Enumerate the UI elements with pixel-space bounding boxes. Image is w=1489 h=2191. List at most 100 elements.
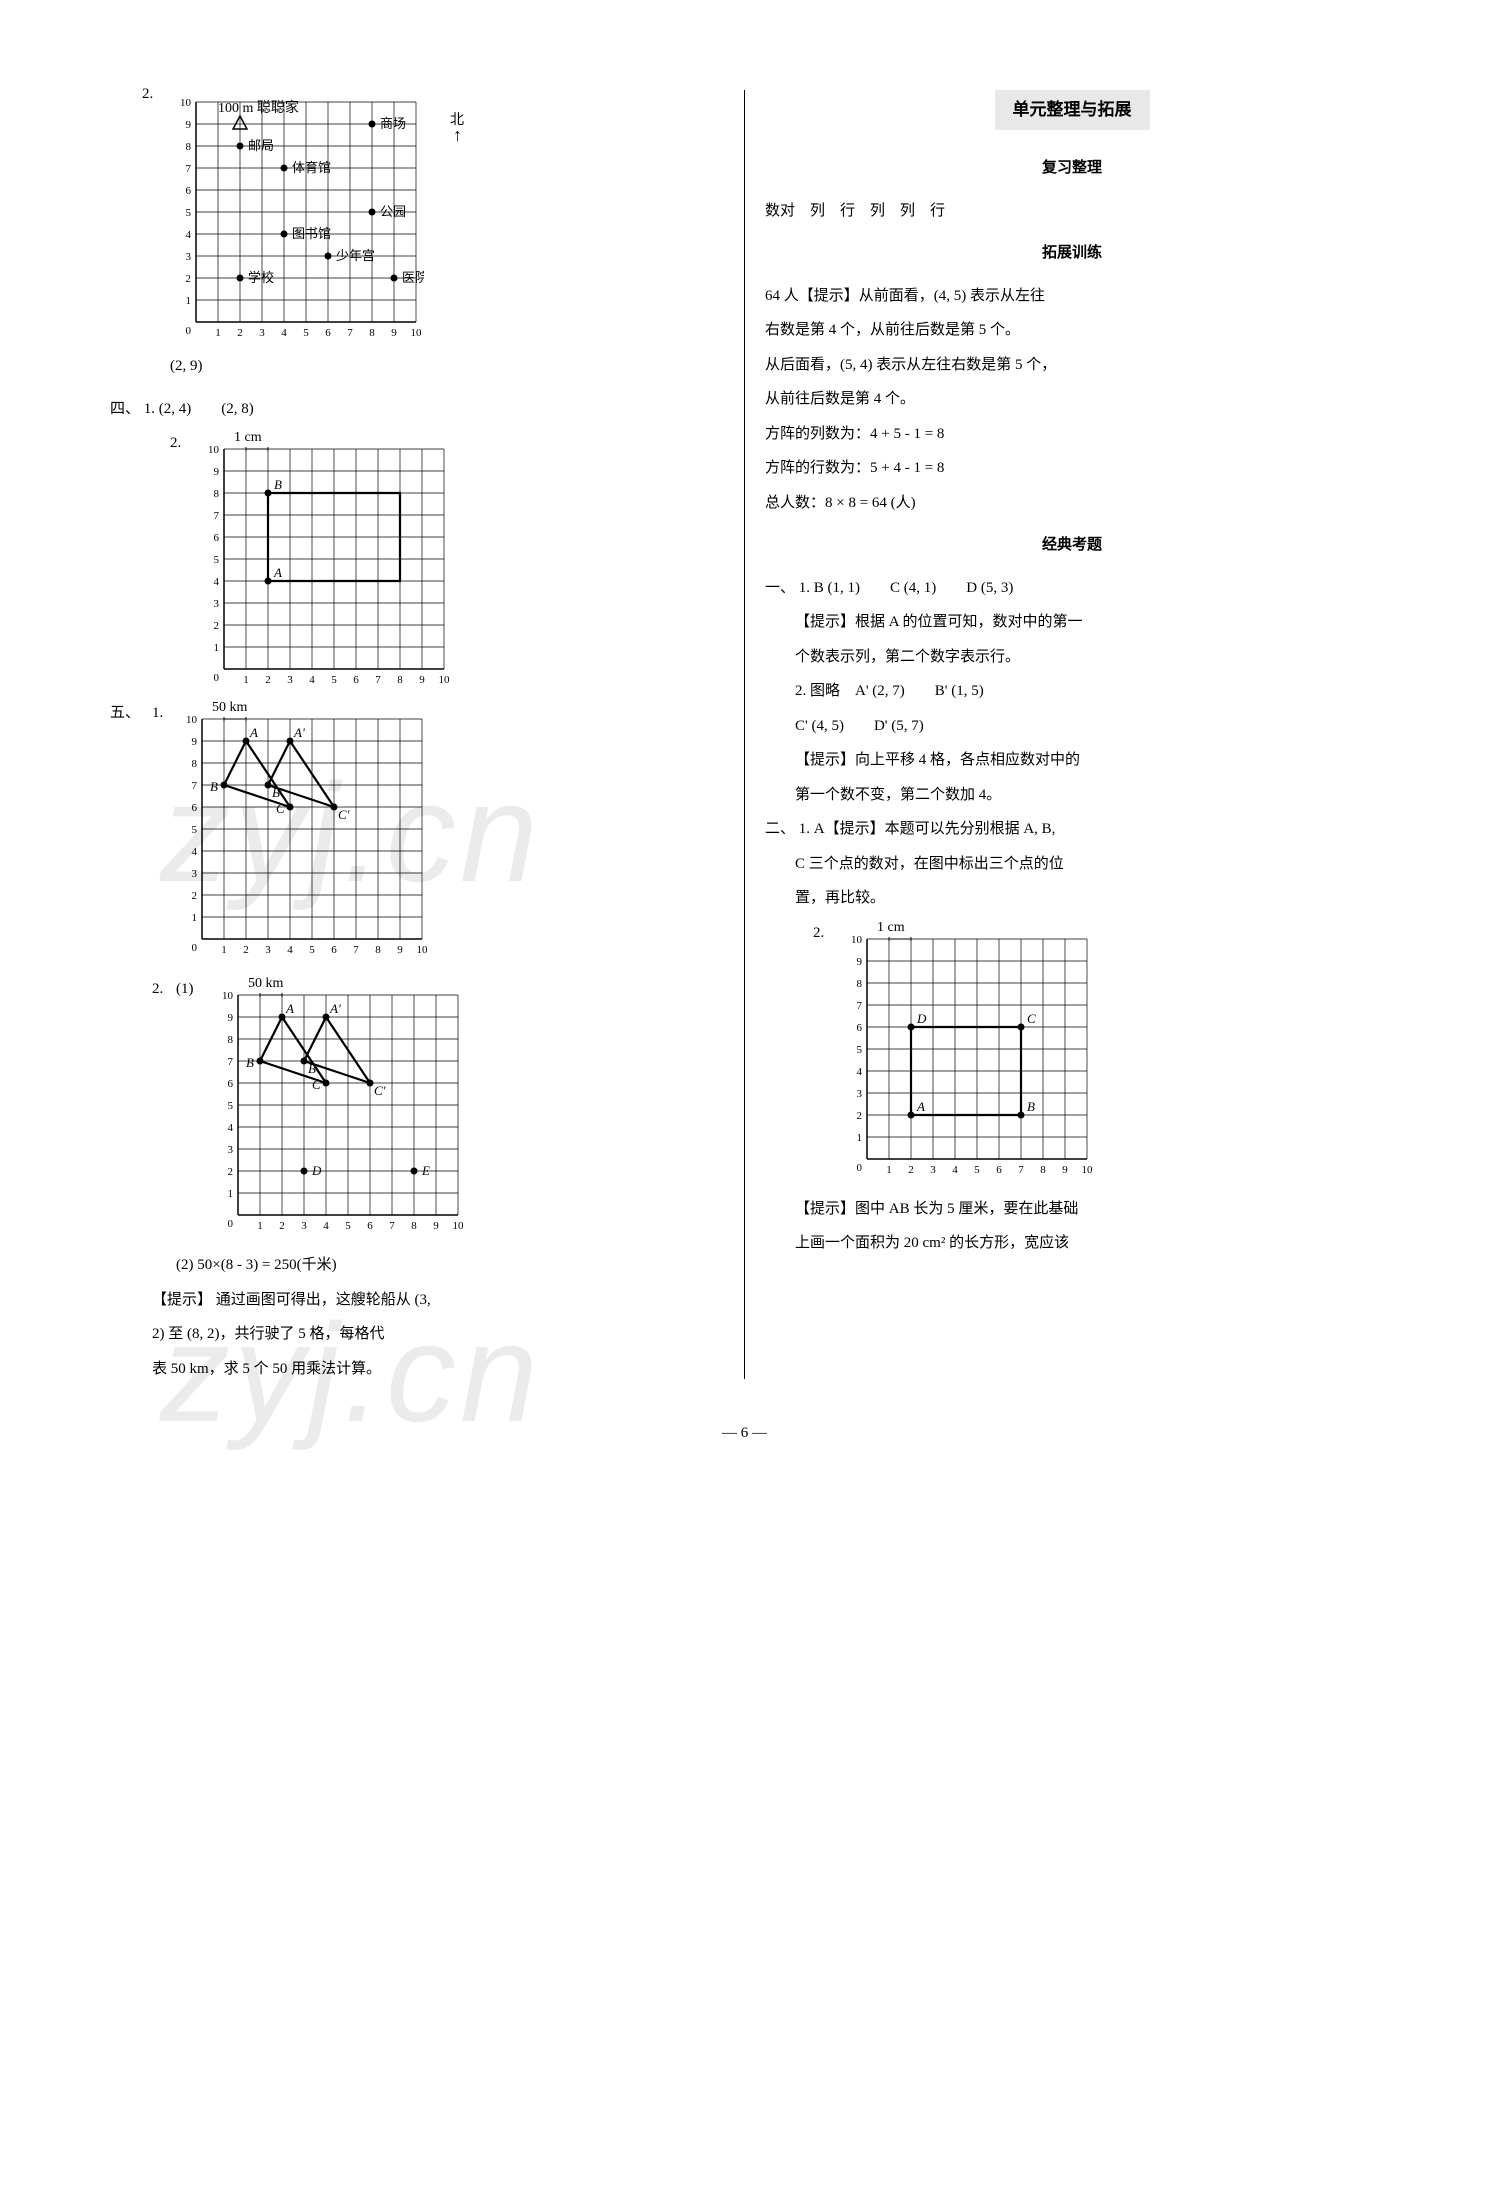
sec4-sub2-top: 1 cm (234, 425, 262, 452)
svg-text:5: 5 (186, 207, 192, 219)
svg-text:B': B' (272, 785, 283, 800)
svg-text:10: 10 (222, 991, 234, 1002)
svg-text:A: A (249, 725, 258, 740)
expand-line: 从后面看，(5, 4) 表示从左往右数是第 5 个， (765, 351, 1379, 380)
svg-text:7: 7 (186, 163, 192, 175)
svg-text:1: 1 (221, 944, 227, 956)
svg-text:E: E (421, 1163, 430, 1178)
q1-line1: 1. B (1, 1) C (4, 1) D (5, 3) (799, 580, 1014, 596)
svg-text:3: 3 (265, 944, 271, 956)
svg-text:4: 4 (857, 1066, 863, 1078)
svg-text:7: 7 (228, 1056, 234, 1068)
svg-text:8: 8 (192, 758, 198, 770)
q2-label: 2. (142, 80, 170, 109)
svg-text:C: C (312, 1077, 321, 1092)
svg-text:8: 8 (1040, 1164, 1046, 1176)
sec4-label: 四、 (110, 401, 140, 417)
q1-line2a: 2. 图略 A' (2, 7) B' (1, 5) (795, 677, 1379, 706)
q1-line2b: C' (4, 5) D' (5, 7) (795, 712, 1379, 741)
svg-text:10: 10 (180, 98, 192, 109)
svg-text:4: 4 (192, 846, 198, 858)
svg-text:7: 7 (347, 327, 353, 339)
svg-text:C': C' (338, 807, 350, 822)
svg-text:体育馆: 体育馆 (292, 160, 331, 175)
q2-block: 2. 100 m 聪聪家 北 ↑ 12345678910012345678910… (142, 80, 724, 387)
svg-text:B: B (210, 779, 218, 794)
svg-text:8: 8 (397, 674, 403, 686)
svg-text:4: 4 (309, 674, 315, 686)
svg-text:B: B (246, 1055, 254, 1070)
svg-text:8: 8 (857, 978, 863, 990)
svg-text:1: 1 (215, 327, 221, 339)
svg-text:学校: 学校 (248, 270, 274, 285)
svg-text:6: 6 (996, 1164, 1002, 1176)
svg-text:3: 3 (228, 1144, 234, 1156)
sec5-hints: 【提示】 通过画图可得出，这艘轮船从 (3, 2) 至 (8, 2)，共行驶了 … (152, 1286, 724, 1384)
svg-text:10: 10 (851, 935, 863, 946)
svg-text:7: 7 (214, 510, 220, 522)
svg-text:B: B (1027, 1099, 1035, 1114)
rect-chart-abcd: 12345678910012345678910ABCD (841, 935, 1095, 1181)
svg-text:0: 0 (228, 1218, 234, 1230)
svg-text:6: 6 (325, 327, 331, 339)
sec5-sub2-label: 2. (152, 975, 176, 1004)
sec4-sub1: 1. (2, 4) (2, 8) (144, 401, 254, 417)
q2-line1c: 置，再比较。 (795, 884, 1379, 913)
svg-text:A: A (916, 1099, 925, 1114)
svg-text:2: 2 (265, 674, 271, 686)
svg-text:1: 1 (186, 295, 192, 307)
svg-text:A': A' (329, 1001, 341, 1016)
svg-text:5: 5 (331, 674, 337, 686)
north-arrow: ↑ (453, 126, 462, 144)
review-line: 数对 列 行 列 列 行 (765, 197, 1379, 226)
classic-title: 经典考题 (765, 531, 1379, 560)
q2-answer: (2, 9) (170, 352, 424, 381)
svg-text:8: 8 (375, 944, 381, 956)
svg-text:4: 4 (952, 1164, 958, 1176)
svg-text:10: 10 (439, 674, 451, 686)
svg-text:10: 10 (411, 327, 423, 339)
sec5-sub1-label: 1. (152, 699, 176, 728)
svg-text:0: 0 (214, 672, 220, 684)
svg-text:9: 9 (391, 327, 397, 339)
svg-text:10: 10 (1082, 1164, 1094, 1176)
svg-text:5: 5 (303, 327, 309, 339)
svg-text:3: 3 (930, 1164, 936, 1176)
q2-sub2-top: 1 cm (877, 915, 905, 942)
svg-text:8: 8 (228, 1034, 234, 1046)
svg-text:D: D (916, 1011, 927, 1026)
svg-text:9: 9 (192, 736, 198, 748)
svg-text:4: 4 (287, 944, 293, 956)
svg-text:7: 7 (1018, 1164, 1024, 1176)
svg-text:医院: 医院 (402, 270, 424, 285)
triangle-chart-2: 12345678910012345678910ABCA'B'C'DE (212, 991, 466, 1237)
svg-text:7: 7 (389, 1220, 395, 1232)
sec4-sub2-label: 2. (170, 429, 198, 458)
svg-text:3: 3 (259, 327, 265, 339)
svg-text:6: 6 (186, 185, 192, 197)
svg-text:商场: 商场 (380, 116, 406, 131)
svg-text:9: 9 (433, 1220, 439, 1232)
svg-text:5: 5 (214, 554, 220, 566)
sec5: 五、 1. 50 km 12345678910012345678910ABCA'… (110, 699, 724, 1383)
svg-text:4: 4 (186, 229, 192, 241)
svg-text:7: 7 (857, 1000, 863, 1012)
expand-line: 右数是第 4 个，从前往后数是第 5 个。 (765, 316, 1379, 345)
svg-text:1: 1 (228, 1188, 234, 1200)
svg-text:9: 9 (228, 1012, 234, 1024)
sec5-sub2-p1-label: (1) (176, 975, 212, 1004)
svg-text:7: 7 (192, 780, 198, 792)
svg-text:7: 7 (375, 674, 381, 686)
svg-text:1: 1 (886, 1164, 892, 1176)
svg-text:9: 9 (1062, 1164, 1068, 1176)
svg-text:4: 4 (323, 1220, 329, 1232)
svg-text:4: 4 (228, 1122, 234, 1134)
sec5-label: 五、 (110, 699, 152, 728)
svg-text:3: 3 (287, 674, 293, 686)
svg-text:3: 3 (301, 1220, 307, 1232)
svg-text:2: 2 (186, 273, 192, 285)
svg-text:2: 2 (228, 1166, 234, 1178)
svg-text:5: 5 (309, 944, 315, 956)
q2-sub2-label: 2. (813, 919, 841, 948)
svg-text:4: 4 (281, 327, 287, 339)
